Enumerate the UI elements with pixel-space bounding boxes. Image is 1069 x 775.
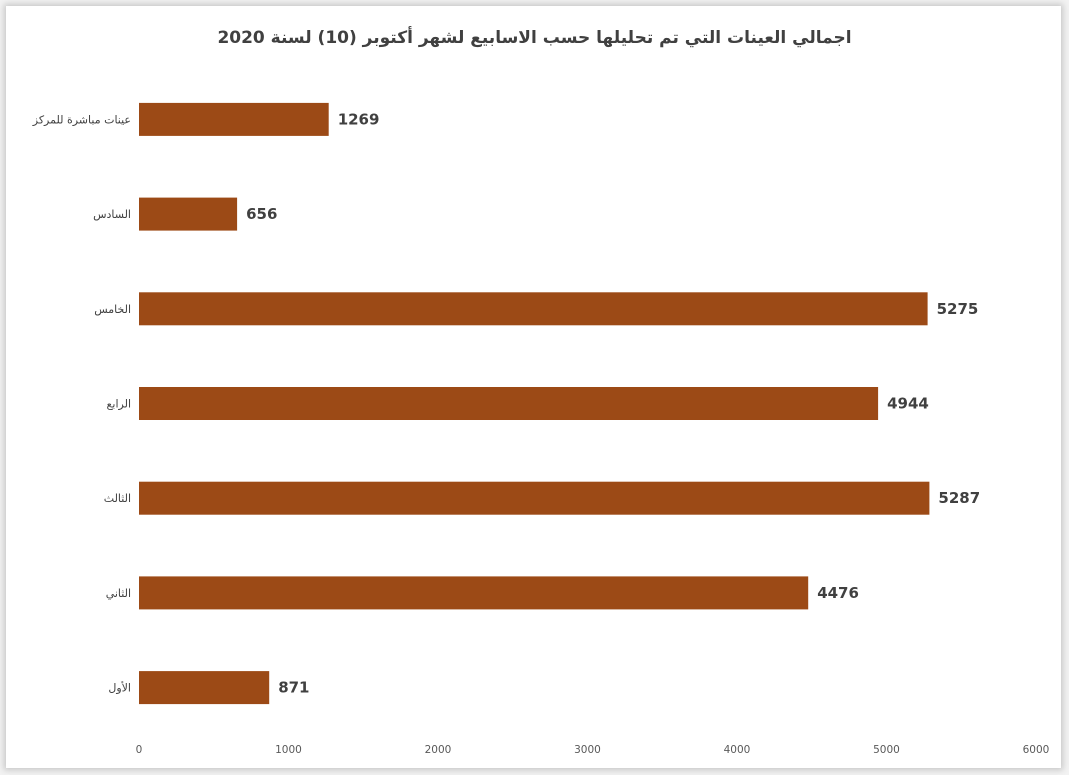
data-label: 871 [278, 679, 309, 697]
bar [139, 102, 329, 136]
category-label: الخامس [94, 303, 131, 316]
bar [139, 481, 930, 515]
data-label: 4944 [887, 395, 929, 413]
category-label: الثاني [106, 587, 131, 600]
chart-title: اجمالي العينات التي تم تحليلها حسب الاسا… [217, 28, 852, 48]
bar [139, 197, 238, 231]
data-label: 4476 [817, 584, 859, 602]
x-tick-label: 0 [136, 744, 143, 756]
x-tick-label: 2000 [425, 744, 452, 756]
data-label: 656 [246, 205, 277, 223]
category-label: الثالث [104, 492, 131, 505]
category-label: الرابع [107, 398, 131, 411]
x-tick-label: 6000 [1023, 744, 1050, 756]
data-label: 1269 [338, 110, 380, 128]
data-label: 5287 [938, 489, 980, 507]
category-label: عينات مباشرة للمركز [32, 113, 131, 126]
category-label: الأول [108, 681, 131, 695]
x-tick-label: 1000 [275, 744, 302, 756]
x-tick-label: 5000 [873, 744, 900, 756]
data-label: 5275 [937, 300, 979, 318]
x-tick-label: 3000 [574, 744, 601, 756]
bar [139, 387, 879, 420]
bar [139, 576, 809, 610]
bar [139, 292, 928, 326]
bar [139, 671, 270, 705]
x-tick-label: 4000 [724, 744, 751, 756]
category-label: السادس [93, 208, 131, 221]
